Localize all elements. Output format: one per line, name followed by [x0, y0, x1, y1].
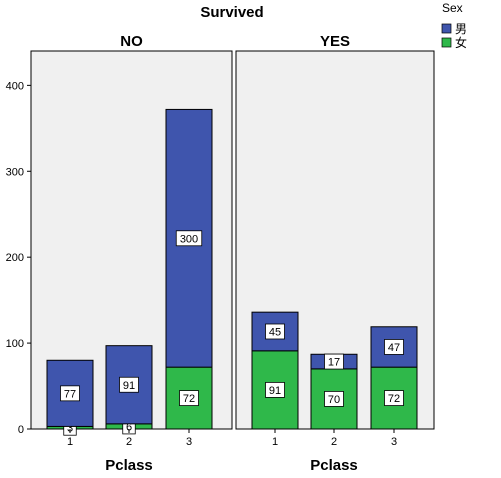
x-axis-label: Pclass — [310, 457, 358, 474]
data-label-box — [119, 376, 139, 393]
data-label: 72 — [183, 393, 195, 405]
x-tick-label: 1 — [272, 436, 278, 448]
bar-segment — [251, 311, 299, 352]
panel-no: NO 3 77 1 6 91 2 72 300 3 Pclass — [30, 33, 233, 474]
panel-label: NO — [120, 33, 143, 50]
data-label: 3 — [67, 423, 73, 435]
chart-title: Survived — [200, 4, 263, 21]
x-tick-label: 3 — [186, 436, 192, 448]
panel-label: YES — [320, 33, 350, 50]
data-label: 17 — [328, 357, 340, 369]
data-label: 72 — [388, 393, 400, 405]
data-label-box — [384, 390, 404, 406]
y-tick-label: 300 — [6, 166, 24, 178]
x-tick-label: 3 — [391, 436, 397, 448]
legend-label-1: 男 — [455, 22, 467, 36]
data-label: 77 — [64, 388, 76, 400]
data-label: 70 — [328, 394, 340, 406]
panel-yes: YES 91 45 1 70 17 2 72 47 3 Pclass — [235, 33, 435, 474]
data-label: 300 — [180, 233, 198, 245]
x-axis-label: Pclass — [105, 457, 153, 474]
legend-label-2: 女 — [455, 35, 467, 50]
y-tick-label: 0 — [18, 424, 24, 436]
legend-title: Sex — [442, 1, 463, 15]
data-label-box — [265, 323, 285, 340]
y-tick-label: 100 — [6, 338, 24, 350]
data-label-box — [384, 339, 404, 355]
x-tick-label: 2 — [331, 436, 337, 448]
x-tick-label: 2 — [126, 436, 132, 448]
data-label: 47 — [388, 342, 400, 354]
data-label: 91 — [123, 380, 135, 392]
data-label-box — [324, 391, 344, 407]
data-label-box — [265, 382, 285, 398]
legend-swatch-2 — [441, 37, 452, 48]
data-label: 45 — [269, 326, 281, 338]
data-label-box — [324, 353, 344, 370]
data-label-box — [175, 230, 203, 247]
data-label: 91 — [269, 385, 281, 397]
data-label-box — [60, 385, 80, 402]
legend: Sex 男女 — [441, 1, 467, 50]
y-tick-label: 200 — [6, 252, 24, 264]
y-tick-label: 400 — [6, 80, 24, 92]
data-label-box — [179, 390, 199, 406]
data-label: 6 — [126, 421, 132, 433]
legend-swatch-1 — [441, 23, 452, 34]
x-tick-label: 1 — [67, 436, 73, 448]
plot-area: 0 100 200 300 400 NO 3 77 1 6 91 2 72 300 3 Pclass YES 91… — [6, 33, 435, 474]
